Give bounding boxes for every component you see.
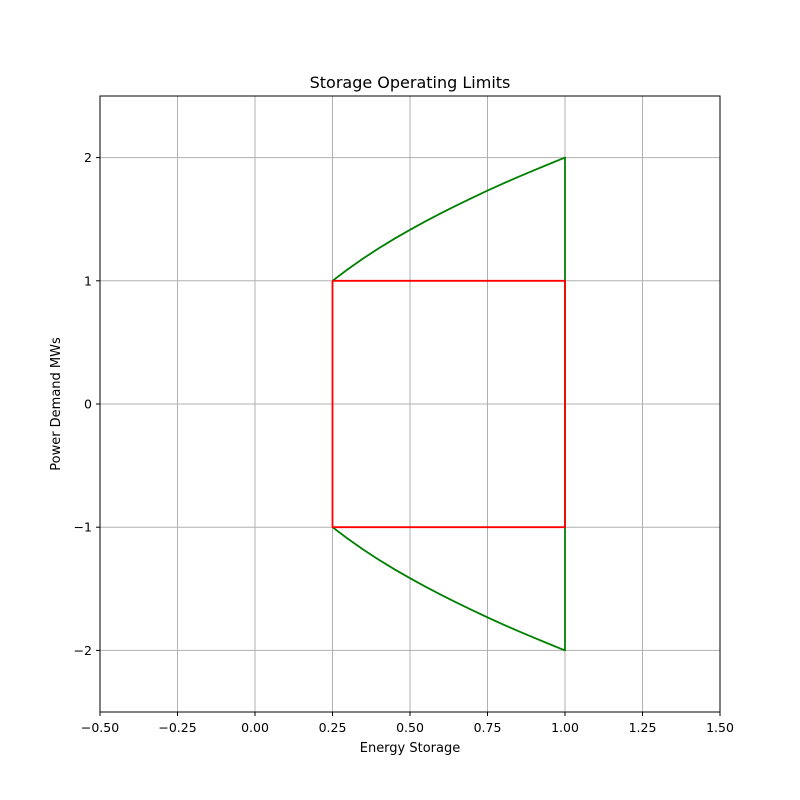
red-limit-line <box>331 279 566 529</box>
x-tick-label: −0.25 <box>158 720 196 735</box>
x-tick-label: 1.25 <box>629 720 657 735</box>
grid <box>99 96 721 712</box>
x-tick-label: 0.75 <box>474 720 502 735</box>
ticks: −0.50 −0.25 0.00 0.25 0.50 0.75 1.00 1.25 1.50 −2… <box>74 150 734 735</box>
x-axis-label: Energy Storage <box>360 741 461 756</box>
x-tick-label: −0.50 <box>81 720 119 735</box>
y-tick-label: −1 <box>74 520 92 535</box>
y-axis-label: Power Demand MWs <box>49 337 64 471</box>
x-tick-label: 1.00 <box>551 720 579 735</box>
y-tick-label: −2 <box>74 643 92 658</box>
chart-title: Storage Operating Limits <box>310 73 511 92</box>
x-tick-label: 0.00 <box>241 720 269 735</box>
y-tick-label: 0 <box>84 397 92 412</box>
x-tick-label: 0.25 <box>319 720 347 735</box>
x-tick-label: 1.50 <box>706 720 734 735</box>
x-tick-label: 0.50 <box>396 720 424 735</box>
y-tick-label: 1 <box>84 273 92 288</box>
y-tick-label: 2 <box>84 150 92 165</box>
series-layer <box>331 156 566 652</box>
